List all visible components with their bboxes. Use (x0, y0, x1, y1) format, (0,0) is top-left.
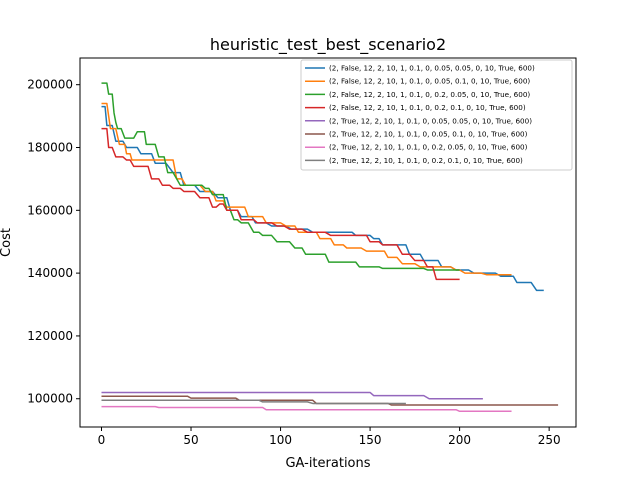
y-tick-label: 100000 (27, 392, 73, 406)
x-tick-label: 100 (269, 433, 292, 447)
series-line-3 (101, 82, 460, 271)
legend-entry-7: (2, True, 12, 2, 10, 1, 0.1, 0, 0.2, 0.0… (329, 143, 528, 152)
y-tick-label: 180000 (27, 141, 73, 155)
x-tick-label: 200 (448, 433, 471, 447)
y-tick-label: 160000 (27, 203, 73, 217)
legend-entry-4: (2, False, 12, 2, 10, 1, 0.1, 0, 0.2, 0.… (329, 103, 526, 112)
series-line-5 (101, 391, 483, 400)
legend-entry-2: (2, False, 12, 2, 10, 1, 0.1, 0, 0.05, 0… (329, 77, 530, 86)
y-tick-label: 200000 (27, 78, 73, 92)
x-tick-label: 50 (183, 433, 198, 447)
chart-title: heuristic_test_best_scenario2 (210, 35, 446, 55)
series-layer (101, 82, 559, 413)
x-tick-label: 250 (538, 433, 561, 447)
series-line-4 (101, 127, 460, 281)
legend-entry-1: (2, False, 12, 2, 10, 1, 0.1, 0, 0.05, 0… (329, 64, 535, 73)
y-tick-label: 120000 (27, 329, 73, 343)
legend-entry-5: (2, True, 12, 2, 10, 1, 0.1, 0, 0.05, 0.… (329, 116, 532, 125)
series-line-2 (101, 102, 512, 276)
plot-frame (79, 57, 577, 428)
series-line-8 (101, 399, 406, 405)
x-tick-label: 150 (359, 433, 382, 447)
y-axis-label: Cost (0, 228, 14, 257)
legend-entry-3: (2, False, 12, 2, 10, 1, 0.1, 0, 0.2, 0.… (329, 90, 530, 99)
y-tick-label: 140000 (27, 266, 73, 280)
ticks-layer: 0 50 100 150 200 250 100000 120000 140000 160000 1… (27, 78, 560, 447)
legend-box (300, 59, 573, 171)
x-axis-label: GA-iterations (285, 456, 370, 471)
x-tick-label: 0 (98, 433, 106, 447)
legend-entry-8: (2, True, 12, 2, 10, 1, 0.1, 0, 0.2, 0.1… (329, 156, 523, 165)
legend: (2, False, 12, 2, 10, 1, 0.1, 0, 0.05, 0… (300, 59, 573, 171)
series-line-6 (101, 395, 559, 406)
series-line-7 (101, 405, 512, 413)
legend-entry-6: (2, True, 12, 2, 10, 1, 0.1, 0, 0.05, 0.… (329, 130, 528, 139)
